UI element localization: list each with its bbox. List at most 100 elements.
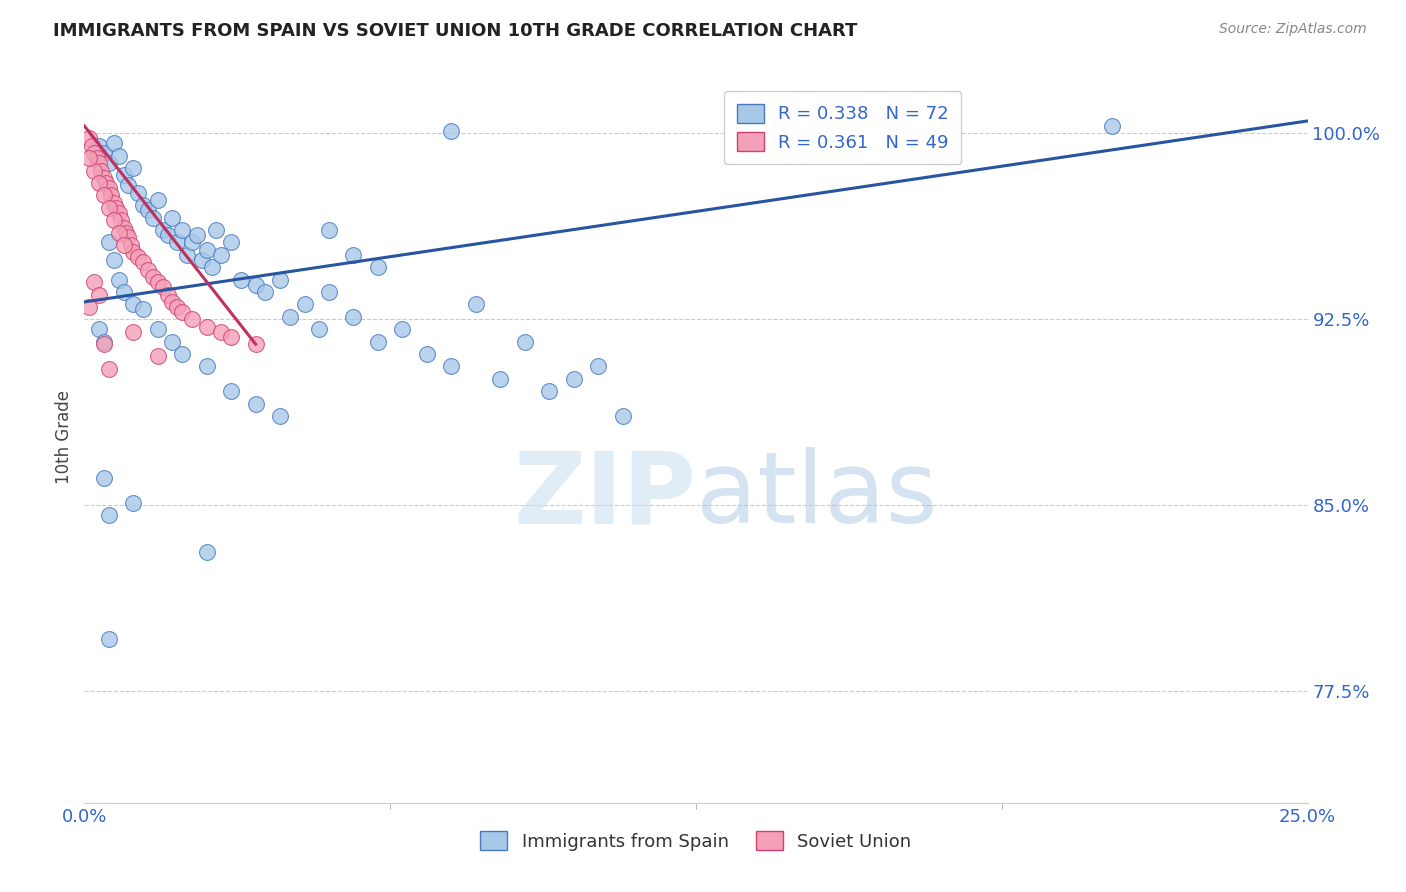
Point (308, 322, 330, 336)
Point (586, 359, 609, 374)
Point (107, 272, 129, 286)
Point (342, 310, 364, 324)
Point (219, 235, 242, 250)
Point (93, 471, 115, 485)
Point (146, 322, 169, 336)
Point (245, 277, 267, 292)
Point (132, 302, 155, 317)
Point (97, 508, 120, 523)
Point (127, 250, 149, 264)
Point (205, 223, 228, 237)
Point (132, 255, 155, 269)
Point (97, 156, 120, 170)
Point (229, 272, 252, 286)
Point (162, 211, 184, 225)
Point (112, 285, 135, 299)
Point (112, 238, 135, 252)
Point (367, 334, 389, 349)
Point (105, 201, 128, 215)
Point (176, 248, 198, 262)
Point (172, 347, 194, 361)
Point (97, 362, 120, 376)
Point (166, 300, 188, 314)
Text: IMMIGRANTS FROM SPAIN VS SOVIET UNION 10TH GRADE CORRELATION CHART: IMMIGRANTS FROM SPAIN VS SOVIET UNION 10… (53, 22, 858, 40)
Point (77, 131, 100, 145)
Point (245, 337, 267, 351)
Point (132, 198, 155, 212)
Point (166, 235, 188, 250)
Point (112, 169, 135, 183)
Point (172, 305, 194, 319)
Point (146, 275, 169, 289)
Point (209, 248, 232, 262)
Point (122, 496, 145, 510)
Point (93, 334, 115, 349)
Point (146, 350, 169, 364)
Point (87, 176, 110, 190)
Point (156, 227, 179, 242)
Point (513, 334, 536, 349)
Point (97, 181, 120, 195)
Point (86, 151, 108, 165)
Point (100, 188, 122, 202)
Text: ZIP: ZIP (513, 447, 696, 544)
Point (83, 146, 105, 161)
Point (269, 272, 291, 286)
Point (107, 226, 129, 240)
Point (152, 280, 174, 294)
Point (103, 136, 125, 151)
Text: Source: ZipAtlas.com: Source: ZipAtlas.com (1219, 22, 1367, 37)
Point (195, 243, 218, 257)
Point (90, 163, 112, 178)
Point (294, 297, 316, 311)
Text: atlas: atlas (696, 447, 938, 544)
Point (391, 322, 413, 336)
Point (195, 319, 218, 334)
Point (110, 213, 132, 227)
Point (93, 146, 115, 161)
Point (83, 275, 105, 289)
Point (440, 359, 463, 374)
Point (93, 188, 115, 202)
Point (245, 396, 267, 410)
Point (200, 260, 222, 275)
Point (103, 252, 125, 267)
Point (87, 156, 110, 170)
Point (107, 205, 129, 219)
Legend: Immigrants from Spain, Soviet Union: Immigrants from Spain, Soviet Union (471, 822, 921, 860)
Point (195, 359, 218, 374)
Point (115, 226, 138, 240)
Point (278, 310, 301, 324)
Point (107, 149, 129, 163)
Point (1101, 119, 1123, 133)
Point (209, 325, 232, 339)
Point (156, 287, 179, 301)
Point (112, 220, 135, 235)
Point (254, 285, 277, 299)
Point (612, 409, 634, 423)
Point (318, 285, 340, 299)
Point (93, 171, 115, 186)
Point (318, 223, 340, 237)
Point (181, 312, 204, 326)
Point (269, 409, 291, 423)
Point (142, 270, 165, 285)
Point (136, 203, 159, 218)
Point (122, 297, 145, 311)
Point (120, 238, 142, 252)
Point (97, 235, 120, 250)
Point (136, 262, 159, 277)
Point (342, 248, 364, 262)
Point (122, 245, 145, 260)
Point (103, 195, 125, 210)
Point (87, 138, 110, 153)
Point (117, 230, 139, 244)
Point (195, 545, 218, 559)
Point (186, 227, 208, 242)
Point (367, 260, 389, 275)
Point (122, 161, 145, 175)
Point (80, 138, 103, 153)
Point (77, 151, 100, 165)
Point (191, 252, 214, 267)
Point (146, 194, 169, 208)
